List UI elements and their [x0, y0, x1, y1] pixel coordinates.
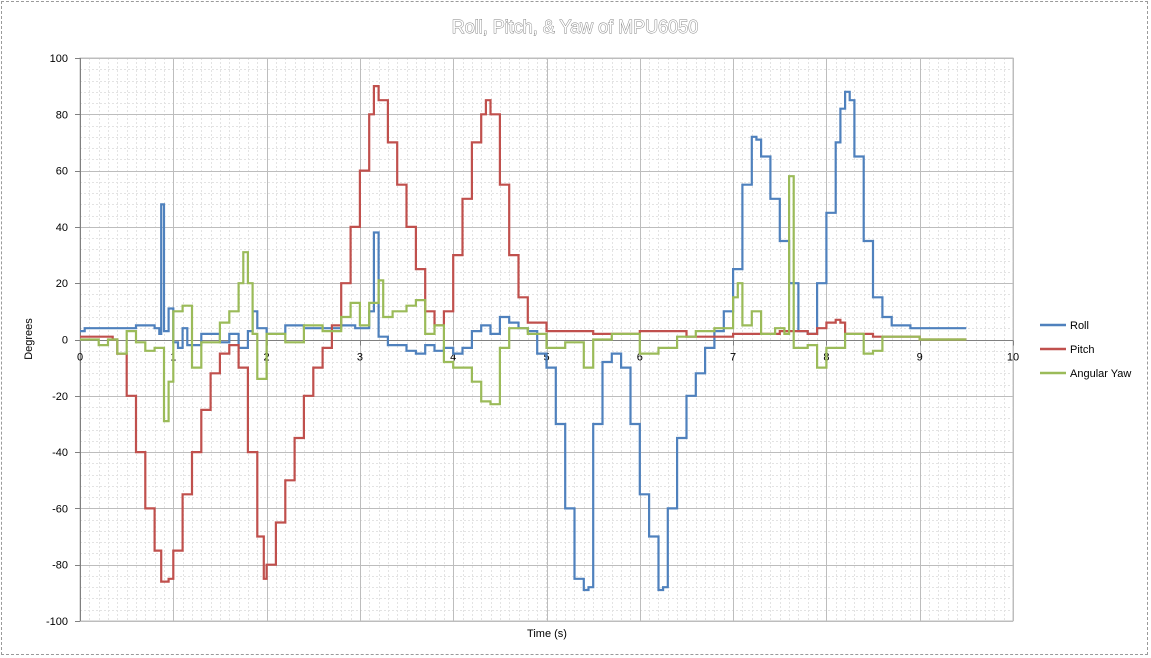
chart-axes	[75, 58, 1014, 622]
series-line-angular-yaw	[80, 175, 967, 423]
y-tick-label: 80	[56, 109, 68, 121]
x-axis-label: Time (s)	[527, 628, 567, 640]
x-tick-label: 6	[637, 352, 643, 364]
x-tick-label: 4	[450, 352, 456, 364]
y-tick-label: 60	[56, 166, 68, 178]
y-tick-label: 100	[50, 53, 68, 65]
y-tick-label: -80	[52, 560, 68, 572]
chart-plot-area	[80, 85, 967, 592]
chart-legend: Roll Pitch Angular Yaw	[1040, 320, 1131, 380]
y-tick-label: -100	[46, 616, 68, 628]
y-tick-label: -20	[52, 391, 68, 403]
y-tick-label: -60	[52, 503, 68, 515]
x-tick-label: 9	[917, 352, 923, 364]
y-tick-label: 0	[62, 335, 68, 347]
y-tick-label: -40	[52, 447, 68, 459]
series-line-pitch	[80, 85, 967, 583]
x-tick-label: 7	[730, 352, 736, 364]
legend-label-roll: Roll	[1070, 320, 1089, 332]
y-axis-label: Degrees	[23, 318, 35, 360]
series-line-roll	[80, 90, 967, 592]
chart-title: Roll, Pitch, & Yaw of MPU6050	[452, 17, 698, 37]
x-tick-label: 3	[357, 352, 363, 364]
x-tick-label: 0	[77, 352, 83, 364]
y-tick-label: 20	[56, 278, 68, 290]
y-tick-label: 40	[56, 222, 68, 234]
legend-label-pitch: Pitch	[1070, 344, 1094, 356]
x-tick-label: 10	[1007, 352, 1019, 364]
legend-label-angular-yaw: Angular Yaw	[1070, 368, 1131, 380]
